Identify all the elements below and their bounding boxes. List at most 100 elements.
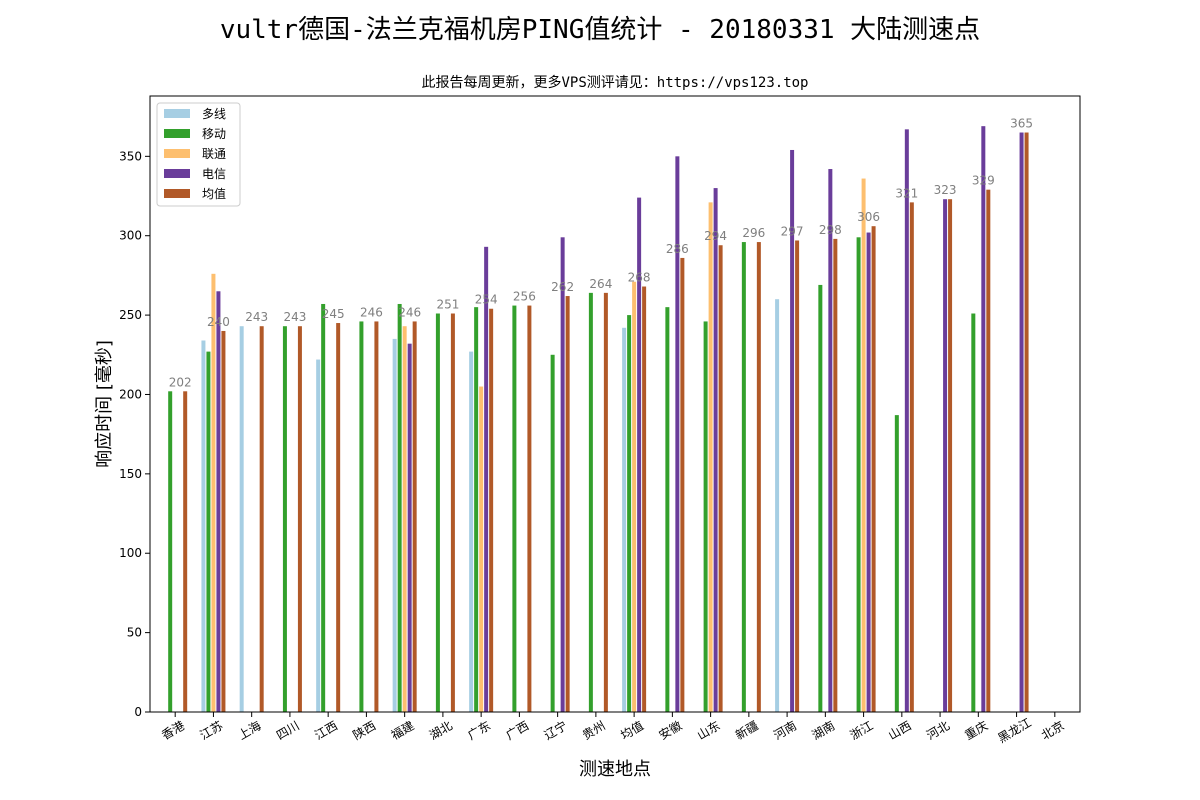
x-tick-label: 广东: [465, 718, 493, 742]
bar-3-14: [713, 188, 718, 713]
value-label: 262: [551, 280, 574, 294]
bar-4-11: [603, 292, 608, 712]
bar-2-6: [402, 326, 407, 712]
x-tick-label: 河北: [924, 718, 952, 742]
bar-1-4: [321, 303, 326, 712]
bar-3-13: [675, 156, 680, 712]
bar-1-10: [550, 354, 555, 712]
value-label: 296: [742, 226, 765, 240]
x-tick-label: 北京: [1039, 718, 1067, 742]
plot-frame: [149, 95, 1081, 713]
value-label: 264: [589, 277, 612, 291]
bar-3-19: [904, 129, 909, 712]
x-tick-label: 四川: [274, 718, 302, 742]
bar-0-8: [469, 351, 474, 712]
x-axis-label: 测速地点: [579, 759, 651, 780]
legend-swatch: [164, 109, 190, 118]
value-label: 298: [819, 223, 842, 237]
legend-entry: 多线: [202, 107, 226, 121]
y-tick-label: 0: [134, 705, 142, 719]
bar-1-17: [818, 284, 823, 712]
bar-4-8: [489, 308, 494, 712]
bar-1-19: [894, 415, 899, 712]
bar-1-21: [971, 313, 976, 712]
value-label: 251: [436, 298, 459, 312]
bar-0-1: [201, 340, 206, 712]
bar-4-19: [909, 202, 914, 712]
bar-4-9: [527, 305, 532, 712]
x-axis-ticks: 香港 江苏 上海 四川 江西 陕西 福建 湖北 广东 广西 辽宁 贵州 均值 安徽 山东 新疆 河南 湖南 浙江 山西…: [159, 712, 1067, 746]
bar-3-16: [790, 149, 795, 713]
value-label: 240: [207, 315, 230, 329]
value-label: 256: [513, 290, 536, 304]
legend-swatch: [164, 149, 190, 158]
legend-entry: 电信: [202, 167, 226, 181]
legend-entry: 均值: [202, 186, 226, 201]
legend-swatch: [164, 189, 190, 198]
bar-3-18: [866, 232, 871, 713]
value-label: 329: [972, 174, 995, 188]
bar-2-12: [632, 281, 637, 712]
value-label: 246: [360, 305, 383, 319]
y-tick-label: 150: [119, 467, 142, 481]
value-label: 286: [666, 242, 689, 256]
value-label: 243: [283, 310, 306, 324]
bar-3-8: [484, 246, 489, 712]
bar-1-14: [703, 321, 708, 712]
bars: [168, 126, 1029, 713]
value-label: 321: [895, 186, 918, 200]
bar-1-1: [206, 351, 211, 712]
bar-4-12: [642, 286, 647, 712]
legend-box: [156, 102, 241, 207]
bar-4-10: [565, 296, 570, 712]
x-tick-label: 浙江: [848, 718, 876, 742]
x-tick-label: 重庆: [962, 718, 990, 742]
bar-3-21: [981, 126, 986, 713]
bar-1-3: [282, 326, 287, 712]
bar-2-8: [479, 386, 484, 712]
x-tick-label: 广西: [503, 718, 531, 742]
bar-4-2: [259, 326, 264, 712]
value-label: 306: [857, 210, 880, 224]
value-label: 294: [704, 229, 727, 243]
bar-0-2: [239, 326, 244, 712]
bar-1-8: [474, 307, 479, 712]
x-tick-label: 贵州: [580, 718, 608, 742]
value-label: 323: [934, 183, 957, 197]
y-tick-label: 350: [119, 149, 142, 163]
bar-1-18: [856, 237, 861, 713]
bar-2-1: [211, 273, 216, 712]
x-tick-label: 福建: [388, 718, 416, 743]
value-label: 254: [475, 293, 498, 307]
bar-1-15: [741, 242, 746, 712]
x-tick-label: 河南: [771, 718, 799, 743]
bar-4-15: [756, 242, 761, 712]
x-tick-label: 山西: [886, 718, 914, 742]
bar-4-16: [795, 240, 800, 712]
bar-3-22: [1019, 132, 1024, 713]
y-tick-label: 250: [119, 308, 142, 322]
bar-0-4: [316, 359, 321, 712]
bar-4-6: [412, 321, 417, 712]
value-label: 243: [245, 310, 268, 324]
legend-entry: 移动: [202, 127, 226, 141]
bar-3-12: [637, 197, 642, 712]
y-axis-ticks: 0 50 100 150 200 250 300 350: [119, 149, 150, 719]
bar-4-0: [183, 391, 188, 712]
value-label: 202: [169, 375, 192, 389]
bar-4-13: [680, 257, 685, 712]
x-tick-label: 湖北: [427, 718, 455, 743]
bar-4-4: [336, 323, 341, 712]
y-tick-label: 50: [127, 626, 142, 640]
x-tick-label: 上海: [235, 718, 263, 743]
bar-3-10: [560, 237, 565, 713]
bar-3-17: [828, 169, 833, 712]
bar-4-20: [948, 199, 953, 713]
bar-0-16: [775, 299, 780, 712]
bar-4-17: [833, 238, 838, 712]
bar-1-0: [168, 391, 173, 712]
bar-4-18: [871, 226, 876, 713]
bar-4-14: [718, 245, 723, 712]
